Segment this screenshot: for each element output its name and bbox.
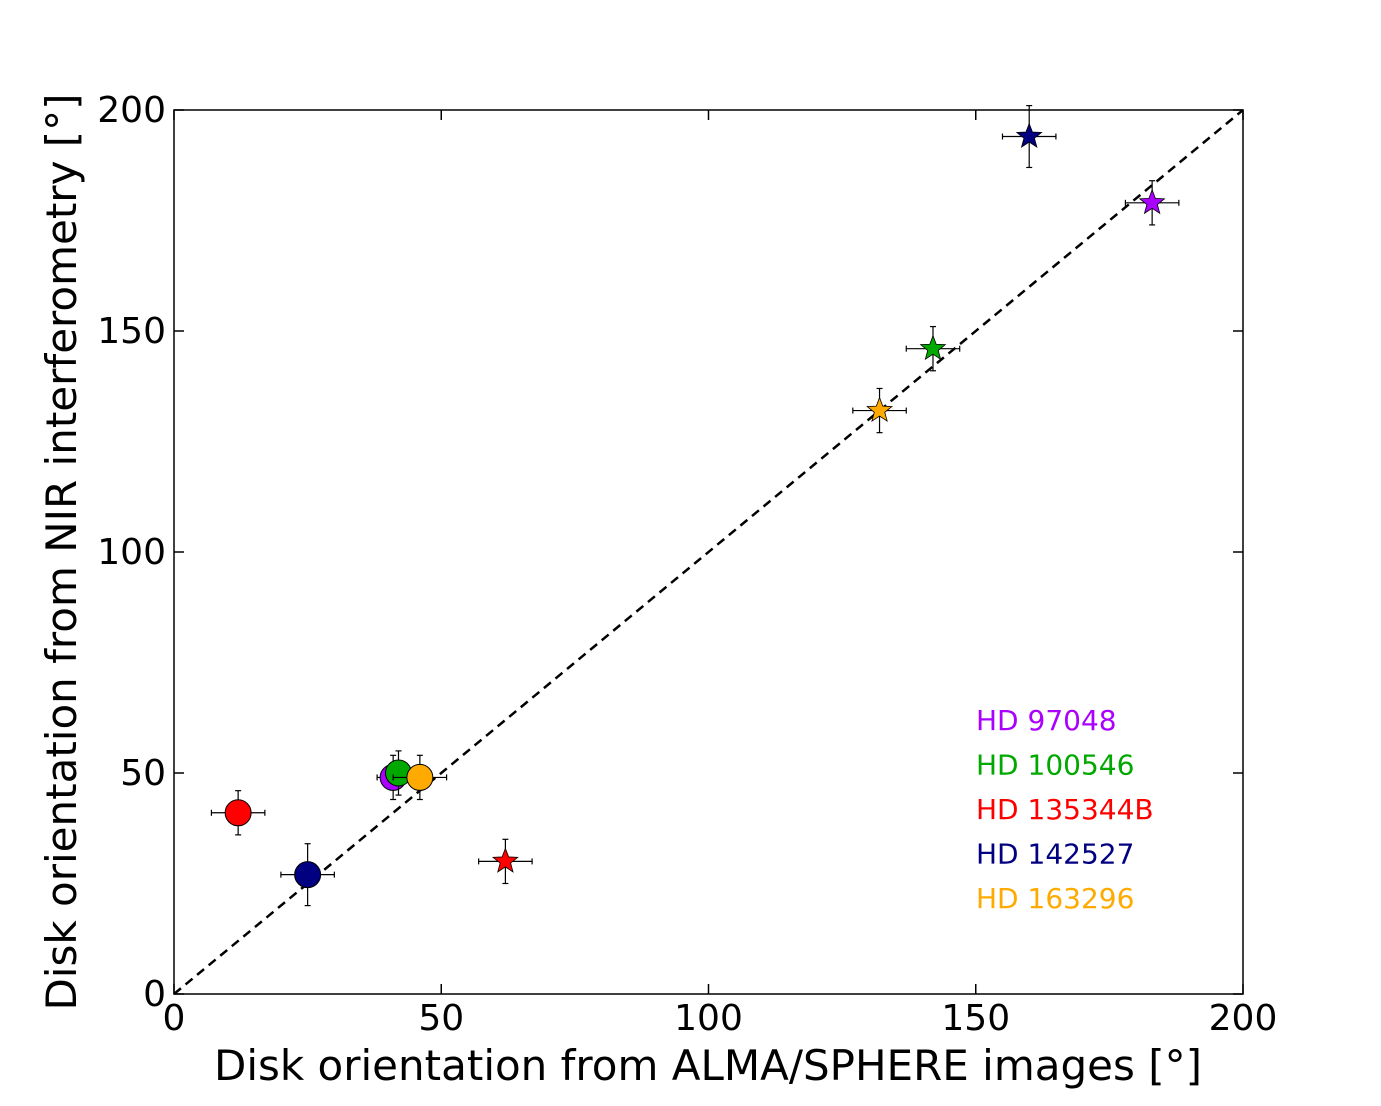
star-marker bbox=[1138, 188, 1166, 215]
star-marker bbox=[1015, 122, 1043, 148]
x-tick-label: 150 bbox=[941, 998, 1010, 1039]
x-tick-label: 0 bbox=[163, 998, 186, 1039]
hd-97048-star-point bbox=[1124, 180, 1180, 226]
hd-135344b-star-point bbox=[478, 838, 533, 885]
legend-entry-hd-97048: HD 97048 bbox=[976, 704, 1117, 737]
data-markers bbox=[210, 104, 1180, 907]
legend-entry-hd-142527: HD 142527 bbox=[976, 838, 1134, 871]
y-tick-label: 50 bbox=[120, 753, 166, 794]
star-marker bbox=[491, 847, 519, 873]
circle-marker bbox=[224, 799, 252, 827]
star-marker bbox=[866, 396, 893, 422]
x-axis-label: Disk orientation from ALMA/SPHERE images… bbox=[214, 1041, 1202, 1090]
hd-163296-star-point bbox=[852, 387, 907, 434]
hd-163296-circle-point bbox=[392, 754, 448, 801]
y-tick-label: 0 bbox=[143, 974, 166, 1015]
hd-100546-circle-point bbox=[384, 750, 412, 796]
legend-entry-hd-135344b: HD 135344B bbox=[976, 793, 1154, 826]
y-tick-label: 100 bbox=[97, 532, 166, 573]
x-tick-label: 100 bbox=[674, 998, 743, 1039]
x-tick-label: 200 bbox=[1209, 998, 1278, 1039]
tick-labels: 0 50 100 150 200 0 50 100 150 200 bbox=[97, 90, 1277, 1039]
y-tick-label: 150 bbox=[97, 311, 166, 352]
circle-marker bbox=[294, 861, 322, 889]
plot-frame bbox=[173, 109, 1244, 995]
hd-100546-star-point bbox=[905, 325, 961, 372]
identity-reference-line bbox=[173, 109, 1244, 995]
circle-marker bbox=[406, 763, 434, 791]
y-axis-label: Disk orientation from NIR interferometry… bbox=[37, 93, 86, 1010]
hd-135344b-circle-point bbox=[210, 790, 266, 836]
y-tick-label: 200 bbox=[97, 90, 166, 131]
hd-142527-circle-point bbox=[280, 843, 335, 907]
hd-142527-star-point bbox=[1001, 104, 1057, 169]
legend: HD 97048 HD 100546 HD 135344B HD 142527 HD 1… bbox=[976, 704, 1154, 915]
x-tick-label: 50 bbox=[418, 998, 464, 1039]
legend-entry-hd-163296: HD 163296 bbox=[976, 882, 1134, 915]
star-marker bbox=[919, 334, 947, 361]
legend-entry-hd-100546: HD 100546 bbox=[976, 749, 1134, 782]
